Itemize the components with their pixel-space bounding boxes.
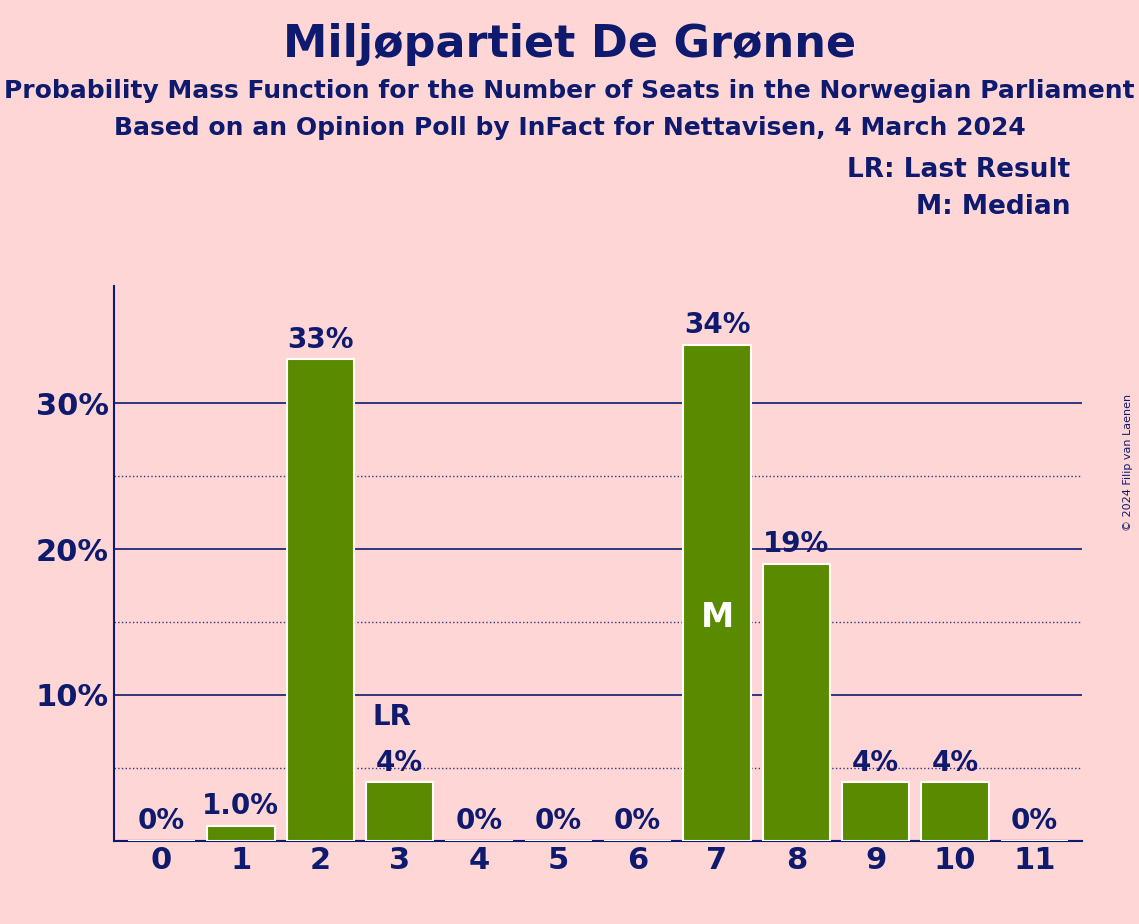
- Text: © 2024 Filip van Laenen: © 2024 Filip van Laenen: [1123, 394, 1133, 530]
- Text: Miljøpartiet De Grønne: Miljøpartiet De Grønne: [282, 23, 857, 67]
- Text: 0%: 0%: [138, 807, 185, 835]
- Text: M: M: [700, 602, 734, 634]
- Bar: [366, 783, 433, 841]
- Bar: [207, 826, 274, 841]
- Text: 0%: 0%: [534, 807, 582, 835]
- Bar: [921, 783, 989, 841]
- Text: 4%: 4%: [932, 748, 978, 777]
- Text: M: Median: M: Median: [916, 194, 1071, 220]
- Text: LR: Last Result: LR: Last Result: [847, 157, 1071, 183]
- Text: 4%: 4%: [852, 748, 900, 777]
- Bar: [287, 359, 354, 841]
- Text: 0%: 0%: [614, 807, 662, 835]
- Text: Probability Mass Function for the Number of Seats in the Norwegian Parliament: Probability Mass Function for the Number…: [5, 79, 1134, 103]
- Text: 0%: 0%: [1011, 807, 1058, 835]
- Bar: [683, 345, 751, 841]
- Text: 1.0%: 1.0%: [203, 793, 279, 821]
- Text: 33%: 33%: [287, 325, 353, 354]
- Bar: [842, 783, 909, 841]
- Text: LR: LR: [372, 703, 411, 732]
- Text: 0%: 0%: [456, 807, 502, 835]
- Bar: [763, 564, 830, 841]
- Text: 19%: 19%: [763, 529, 829, 558]
- Text: 34%: 34%: [683, 311, 751, 339]
- Text: 4%: 4%: [376, 748, 424, 777]
- Text: Based on an Opinion Poll by InFact for Nettavisen, 4 March 2024: Based on an Opinion Poll by InFact for N…: [114, 116, 1025, 140]
